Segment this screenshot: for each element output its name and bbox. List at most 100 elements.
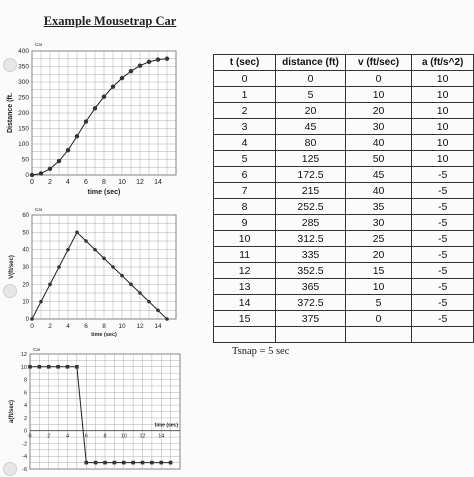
table-row: 2 20 20 10 xyxy=(212,102,474,119)
data-point xyxy=(46,364,51,369)
x-tick-label: 6 xyxy=(85,434,88,440)
x-tick-label: 2 xyxy=(48,179,52,186)
x-axis-label: time (sec) xyxy=(88,189,121,196)
y-axis-label: Distance (ft. xyxy=(7,93,14,133)
data-point xyxy=(147,299,151,304)
table-cell xyxy=(212,326,277,343)
y-tick-label: 300 xyxy=(18,79,29,86)
table-cell: -5 xyxy=(411,278,474,295)
table-cell: 25 xyxy=(344,230,413,247)
table-cell: 20 xyxy=(275,102,346,119)
data-point xyxy=(164,56,170,61)
chart-title: Car xyxy=(35,207,43,212)
table-cell: 50 xyxy=(344,150,413,167)
table-cell: 2 xyxy=(212,102,277,119)
y-tick-label: 400 xyxy=(18,48,29,55)
x-tick-label: 10 xyxy=(118,323,126,330)
data-point xyxy=(93,460,98,465)
table-cell xyxy=(411,326,474,343)
data-point xyxy=(38,171,44,176)
y-tick-label: 4 xyxy=(24,403,27,409)
data-point xyxy=(121,460,126,465)
table-cell: 35 xyxy=(344,198,413,215)
chart-title: Car xyxy=(33,347,41,352)
data-point xyxy=(56,158,62,164)
table-row: 15 375 0 -5 xyxy=(212,310,474,327)
table-row xyxy=(212,326,474,343)
x-tick-label: 8 xyxy=(102,323,106,330)
punch-hole xyxy=(3,284,17,298)
table-cell: 285 xyxy=(275,214,346,231)
y-tick-label: 100 xyxy=(18,141,29,148)
chart-title: Car xyxy=(35,42,43,47)
x-tick-label: 2 xyxy=(47,434,50,440)
data-point xyxy=(150,460,154,465)
data-point xyxy=(112,460,117,465)
table-cell: 252.5 xyxy=(275,198,346,215)
table-cell: 45 xyxy=(275,118,346,135)
table-cell: 352.5 xyxy=(275,262,346,279)
table-row: 14 372.5 5 -5 xyxy=(212,294,474,311)
data-point xyxy=(47,166,53,171)
data-point xyxy=(110,84,116,89)
table-cell: 312.5 xyxy=(275,230,346,247)
y-tick-label: -4 xyxy=(22,454,27,460)
table-cell: -5 xyxy=(411,166,474,183)
y-tick-label: 12 xyxy=(21,352,27,358)
table-cell: 5 xyxy=(275,86,346,103)
table-row: 9 285 30 -5 xyxy=(212,214,474,231)
data-point xyxy=(56,364,60,369)
table-cell: 3 xyxy=(212,118,277,135)
y-tick-label: 250 xyxy=(18,95,29,102)
table-row: 3 45 30 10 xyxy=(212,118,474,135)
table-row: 8 252.5 35 -5 xyxy=(212,198,474,215)
table-cell: 11 xyxy=(212,246,277,263)
table-cell: 10 xyxy=(411,118,474,135)
data-point xyxy=(156,308,160,313)
table-cell: 372.5 xyxy=(275,294,346,311)
column-header: a (ft/s^2) xyxy=(411,54,474,71)
y-tick-label: 40 xyxy=(22,248,29,254)
data-point xyxy=(103,460,107,465)
data-point xyxy=(75,364,79,369)
x-tick-label: 12 xyxy=(139,434,145,440)
x-tick-label: 10 xyxy=(121,434,127,440)
data-point xyxy=(84,239,88,243)
table-cell: 0 xyxy=(212,70,277,87)
column-header: t (sec) xyxy=(212,54,277,71)
table-cell: 215 xyxy=(275,182,346,199)
table-cell: 10 xyxy=(344,278,413,295)
y-tick-label: 8 xyxy=(24,378,27,384)
page-title: Example Mousetrap Car xyxy=(43,14,177,28)
table-cell: 15 xyxy=(212,310,277,327)
punch-hole xyxy=(3,58,17,72)
table-cell: 0 xyxy=(344,310,413,327)
y-tick-label: -2 xyxy=(22,441,27,447)
table-cell: 10 xyxy=(411,102,474,119)
table-cell: 12 xyxy=(212,262,277,279)
data-point xyxy=(102,256,106,261)
data-point xyxy=(159,460,164,465)
table-cell: 0 xyxy=(275,70,346,87)
data-point xyxy=(75,230,79,235)
table-cell: 40 xyxy=(344,182,413,199)
table-cell: 9 xyxy=(212,214,277,231)
table-row: 5 125 50 10 xyxy=(212,150,474,167)
column-header: v (ft/sec) xyxy=(344,54,413,71)
table-row: 12 352.5 15 -5 xyxy=(212,262,474,279)
table-cell: -5 xyxy=(411,262,474,279)
x-tick-label: 4 xyxy=(66,434,69,440)
x-tick-label: 10 xyxy=(118,179,126,186)
y-tick-label: 30 xyxy=(22,265,29,271)
data-point xyxy=(120,273,124,278)
y-tick-label: 10 xyxy=(22,300,29,306)
table-cell: 13 xyxy=(212,278,277,295)
table-cell: 7 xyxy=(212,182,277,199)
data-point xyxy=(155,57,161,62)
table-cell: 20 xyxy=(344,102,413,119)
x-tick-label: 6 xyxy=(84,323,88,330)
plot-area xyxy=(31,50,177,176)
data-point xyxy=(101,94,107,99)
x-axis-label: time (sec) xyxy=(91,332,117,338)
